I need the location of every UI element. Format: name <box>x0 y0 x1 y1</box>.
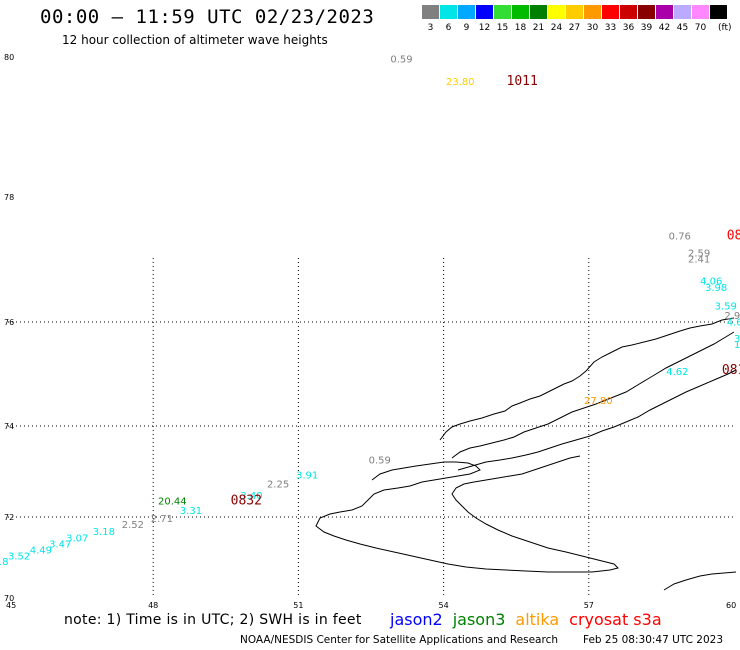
observations-layer: 0.59 23.80 1011 0.76 0815 2.592.41 4.063.98 3.5… <box>0 55 740 568</box>
legend-swatch <box>620 5 637 19</box>
wave-height-label: 3.18 <box>93 527 115 538</box>
legend-swatch-label: 30 <box>586 23 599 33</box>
wave-height-label: 2.25 <box>267 479 289 490</box>
pass-time-label: 0815 <box>722 363 740 378</box>
legend-swatch <box>566 5 583 19</box>
legend-swatch-label: 12 <box>478 23 491 33</box>
wave-height-label: 4.49 <box>30 545 52 556</box>
legend-swatch-label: 45 <box>676 23 689 33</box>
legend-swatch <box>674 5 691 19</box>
legend-swatch-label: 33 <box>604 23 617 33</box>
legend-swatch <box>602 5 619 19</box>
wave-height-label: 3.07 <box>66 533 88 544</box>
latitude-tick-label: 74 <box>4 422 14 431</box>
legend-swatch <box>548 5 565 19</box>
wave-height-label: 4.62 <box>666 367 688 378</box>
wave-height-label: 23.80 <box>446 77 475 88</box>
legend-swatch-label: 15 <box>496 23 509 33</box>
legend-swatch-label: 42 <box>658 23 671 33</box>
credit-line: NOAA/NESDIS Center for Satellite Applica… <box>240 634 558 646</box>
pass-time-label: 1011 <box>507 74 538 89</box>
wave-height-label: 0.59 <box>369 455 391 466</box>
legend-swatch <box>512 5 529 19</box>
legend-swatch <box>584 5 601 19</box>
wave-height-label: 3.47 <box>49 539 71 550</box>
legend-swatch <box>638 5 655 19</box>
chart-title: 00:00 – 11:59 UTC 02/23/2023 <box>40 6 375 28</box>
wave-height-label: 3.91 <box>296 470 318 481</box>
legend-swatch <box>494 5 511 19</box>
pass-time-label: 0815 <box>727 229 740 244</box>
coastline-south-island <box>315 455 619 573</box>
latitude-tick-label: 70 <box>4 594 14 603</box>
wave-height-label: 0.59 <box>390 55 412 66</box>
longitude-tick-label: 51 <box>293 601 303 610</box>
legend-swatch-label: 3 <box>427 23 434 33</box>
legend-swatch-label: 36 <box>622 23 635 33</box>
wave-height-label: 4.06 <box>700 277 722 288</box>
wave-height-label: 2.41 <box>688 255 710 266</box>
wave-height-label: 4.69 <box>727 318 740 329</box>
longitude-tick-label: 57 <box>584 601 594 610</box>
wave-height-label: 2.93 <box>724 311 740 322</box>
legend-units-label: (ft) <box>718 23 732 33</box>
coastline-north-island-outer <box>439 317 735 441</box>
latitude-tick-label: 78 <box>4 193 14 202</box>
coastline-north-island-inner <box>451 331 735 459</box>
latitude-tick-label: 76 <box>4 318 14 327</box>
longitude-tick-label: 45 <box>6 601 16 610</box>
wave-height-label: 3.31 <box>180 506 202 517</box>
wave-height-label: 3 <box>734 334 740 345</box>
longitude-tick-label: 60 <box>726 601 736 610</box>
legend-swatch <box>530 5 547 19</box>
longitude-tick-label: 48 <box>148 601 158 610</box>
legend-swatch <box>440 5 457 19</box>
legend-swatch <box>476 5 493 19</box>
pass-time-label: 0832 <box>231 494 262 509</box>
wave-height-label: 0.76 <box>669 232 691 243</box>
legend-swatch <box>458 5 475 19</box>
legend-swatch-label: 6 <box>445 23 452 33</box>
legend-swatch-label: 24 <box>550 23 563 33</box>
mission-label: cryosat s3a <box>569 610 662 629</box>
wave-height-label: 1 <box>734 340 740 351</box>
legend-swatch-label: 21 <box>532 23 545 33</box>
mission-label: altika <box>515 610 560 629</box>
chart-subtitle: 12 hour collection of altimeter wave hei… <box>62 33 328 47</box>
wave-height-label: 2.71 <box>151 514 173 525</box>
wave-height-label: 3.59 <box>715 302 737 313</box>
wave-height-label: 4.18 <box>0 557 8 568</box>
mission-label: jason2 <box>390 610 443 629</box>
mission-legend: jason2 jason3 altika cryosat s3a <box>390 610 672 629</box>
wave-height-label: 27.80 <box>584 396 613 407</box>
legend-swatch-label: 9 <box>463 23 470 33</box>
wave-height-label: 3.98 <box>705 283 727 294</box>
wave-height-label: 3.40 <box>240 491 262 502</box>
latitude-tick-label: 72 <box>4 513 14 522</box>
longitude-tick-label: 54 <box>439 601 449 610</box>
latitude-tick-label: 80 <box>4 53 14 62</box>
legend-swatch-label: 27 <box>568 23 581 33</box>
wave-height-label: 2.59 <box>688 248 710 259</box>
coastline <box>315 317 737 591</box>
legend-swatch <box>422 5 439 19</box>
legend-swatch-label: 39 <box>640 23 653 33</box>
footnote: note: 1) Time is in UTC; 2) SWH is in fe… <box>64 612 362 628</box>
coastline-mainland-fragment <box>663 571 737 591</box>
wave-height-label: 2.52 <box>122 520 144 531</box>
mission-label: jason3 <box>452 610 506 629</box>
generation-timestamp: Feb 25 08:30:47 UTC 2023 <box>583 634 723 646</box>
legend-swatch <box>710 5 727 19</box>
legend-swatch-label: 70 <box>694 23 707 33</box>
legend-swatch-label: 18 <box>514 23 527 33</box>
legend-swatch <box>656 5 673 19</box>
coastline-north-island-east <box>457 369 737 471</box>
wave-height-label: 3.52 <box>8 552 30 563</box>
wave-height-label: 20.44 <box>158 497 187 508</box>
legend-swatch <box>692 5 709 19</box>
